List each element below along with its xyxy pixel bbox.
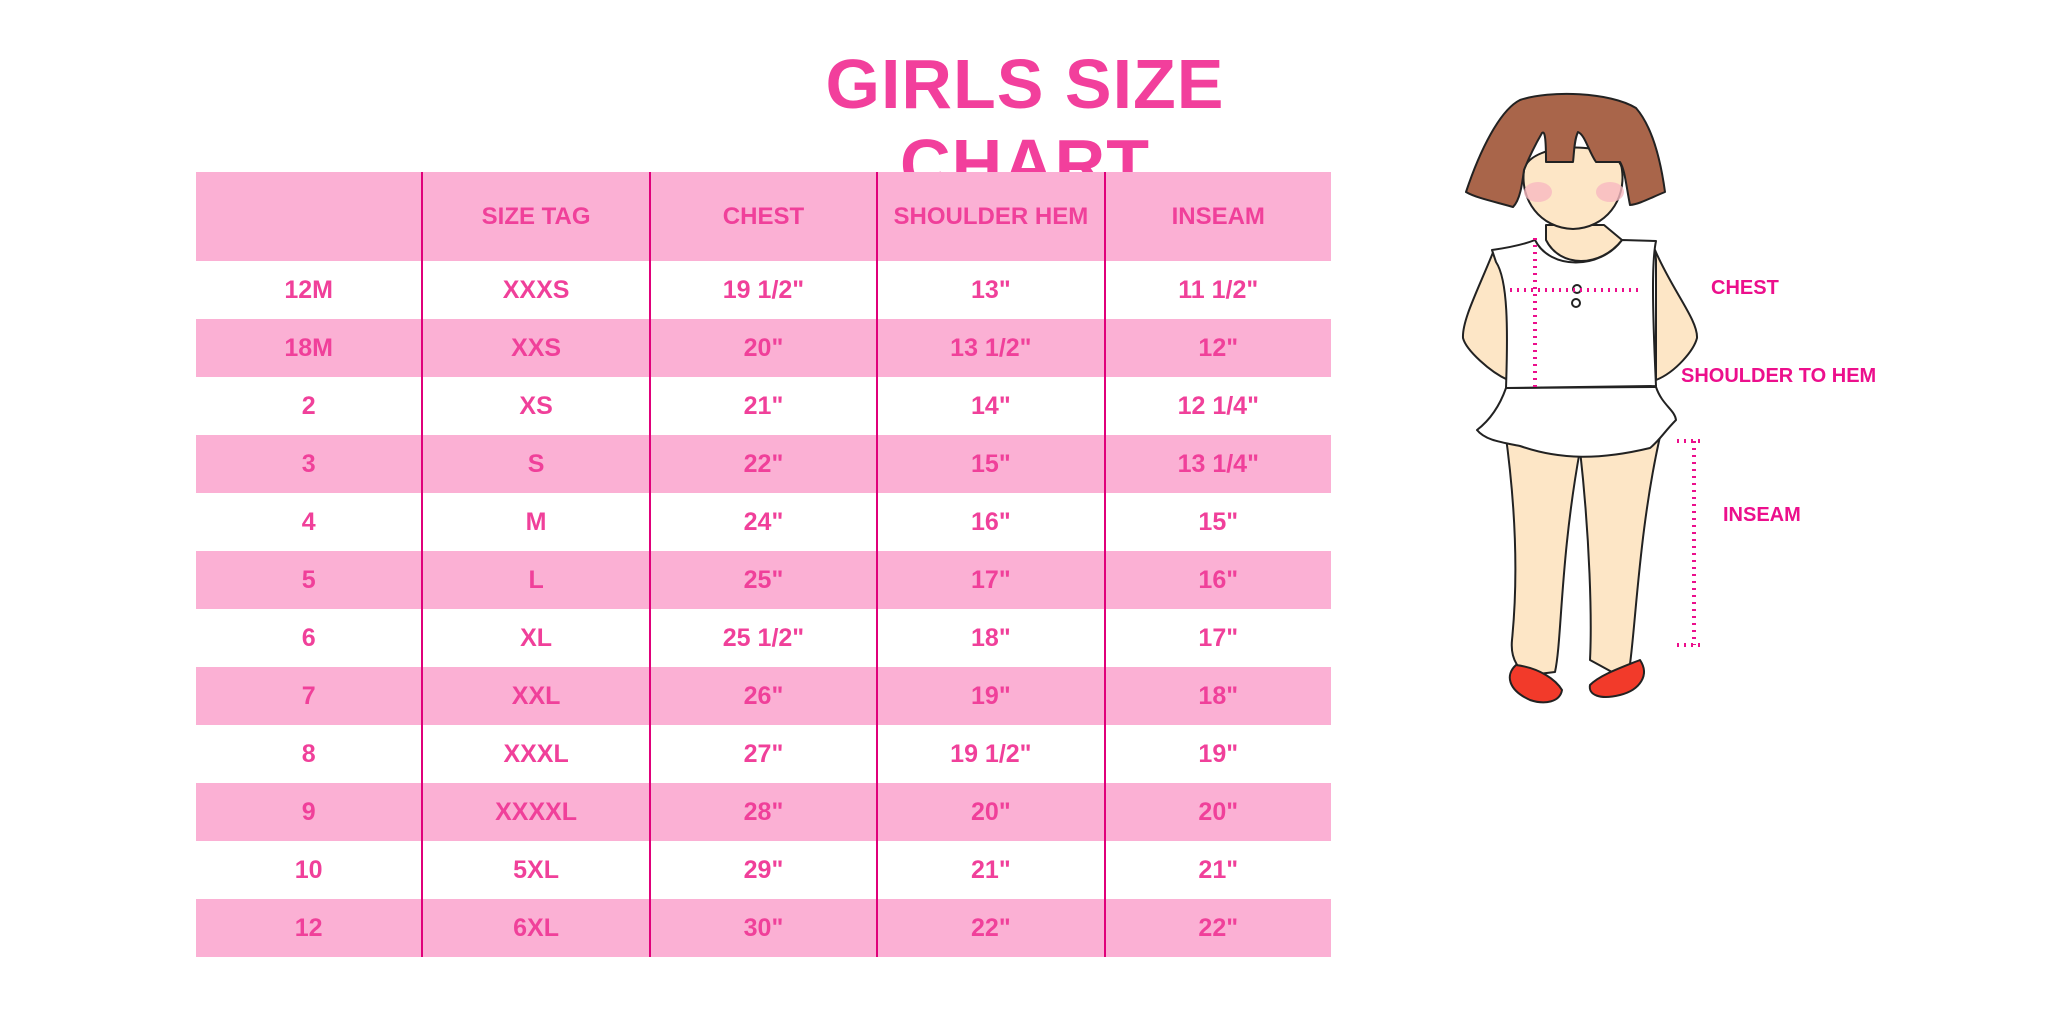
table-cell: 14" xyxy=(876,377,1105,435)
table-cell: 15" xyxy=(1103,493,1331,551)
table-row: 2 XS 21" 14" 12 1/4" xyxy=(196,377,1331,435)
column-header: CHEST xyxy=(648,172,878,261)
neck xyxy=(1545,224,1623,262)
table-cell: 13 1/2" xyxy=(876,319,1105,377)
table-cell: 18" xyxy=(1103,667,1331,725)
table-cell: 22" xyxy=(648,435,878,493)
table-cell: 13 1/4" xyxy=(1103,435,1331,493)
table-cell: 5 xyxy=(196,551,423,609)
column-header: INSEAM xyxy=(1103,172,1331,261)
table-cell: 20" xyxy=(1103,783,1331,841)
table-cell: 28" xyxy=(648,783,878,841)
table-cell: 16" xyxy=(876,493,1105,551)
table-row: 7 XXL 26" 19" 18" xyxy=(196,667,1331,725)
table-cell: S xyxy=(421,435,650,493)
table-cell: 18" xyxy=(876,609,1105,667)
column-header: SHOULDER HEM xyxy=(876,172,1105,261)
table-row: 3 S 22" 15" 13 1/4" xyxy=(196,435,1331,493)
shirt xyxy=(1491,239,1657,389)
table-cell: 5XL xyxy=(421,841,650,899)
chest-label: CHEST xyxy=(1711,277,1779,299)
table-row: 12 6XL 30" 22" 22" xyxy=(196,899,1331,957)
left-shoe xyxy=(1508,664,1563,704)
table-cell: 19" xyxy=(1103,725,1331,783)
table-cell: 11 1/2" xyxy=(1103,261,1331,319)
table-cell: 21" xyxy=(1103,841,1331,899)
table-cell: 12 xyxy=(196,899,423,957)
table-cell: XXS xyxy=(421,319,650,377)
table-cell: 3 xyxy=(196,435,423,493)
table-cell: 22" xyxy=(876,899,1105,957)
table-cell: 12" xyxy=(1103,319,1331,377)
table-row: 18M XXS 20" 13 1/2" 12" xyxy=(196,319,1331,377)
table-cell: 18M xyxy=(196,319,423,377)
table-row: 8 XXXL 27" 19 1/2" 19" xyxy=(196,725,1331,783)
table-cell: L xyxy=(421,551,650,609)
table-cell: 20" xyxy=(648,319,878,377)
table-cell: 10 xyxy=(294,855,323,884)
table-cell: 27" xyxy=(648,725,878,783)
table-cell: 19 1/2" xyxy=(876,725,1105,783)
right-arm xyxy=(1654,249,1699,381)
table-cell: 20" xyxy=(876,783,1105,841)
table-cell: 30" xyxy=(648,899,878,957)
table-cell: 7 xyxy=(196,667,423,725)
table-cell: XXXXL xyxy=(421,783,650,841)
table-row: 10 5XL 29" 21" 21" xyxy=(196,841,1331,899)
table-cell: 19 1/2" xyxy=(648,261,878,319)
table-row: 12M XXXS 19 1/2" 13" 11 1/2" xyxy=(196,261,1331,319)
table-cell: 19" xyxy=(876,667,1105,725)
table-cell: 13" xyxy=(876,261,1105,319)
table-cell: 2 xyxy=(301,391,316,420)
legs xyxy=(1504,427,1663,676)
size-chart-table: SIZE TAG CHEST SHOULDER HEM INSEAM 12M XXXS 1… xyxy=(196,172,1331,957)
table-cell: 24" xyxy=(648,493,878,551)
table-cell: XL xyxy=(421,609,650,667)
table-cell: 9 xyxy=(196,783,423,841)
table-cell: 16" xyxy=(1103,551,1331,609)
table-header-row: SIZE TAG CHEST SHOULDER HEM INSEAM xyxy=(196,172,1331,261)
table-cell: 29" xyxy=(648,841,878,899)
table-cell: XXXL xyxy=(421,725,650,783)
table-cell: 6XL xyxy=(421,899,650,957)
table-cell: 8 xyxy=(301,739,316,768)
table-cell: 22" xyxy=(1103,899,1331,957)
table-cell: 17" xyxy=(1103,609,1331,667)
page-title: GIRLS SIZE CHART xyxy=(825,45,1225,203)
table-cell: 6 xyxy=(301,623,316,652)
table-cell: 25" xyxy=(648,551,878,609)
left-arm xyxy=(1461,249,1509,381)
table-row: 9 XXXXL 28" 20" 20" xyxy=(196,783,1331,841)
column-header: SIZE TAG xyxy=(421,172,650,261)
inseam-label: INSEAM xyxy=(1723,504,1801,526)
table-cell: 4 xyxy=(301,507,316,536)
hair xyxy=(1465,92,1666,208)
table-row: 5 L 25" 17" 16" xyxy=(196,551,1331,609)
table-cell: 17" xyxy=(876,551,1105,609)
table-cell: 25 1/2" xyxy=(648,609,878,667)
right-shoe xyxy=(1588,659,1645,698)
table-cell: XS xyxy=(421,377,650,435)
table-cell: 21" xyxy=(876,841,1105,899)
column-header xyxy=(196,172,423,261)
table-cell: 21" xyxy=(648,377,878,435)
table-cell: 12M xyxy=(284,275,334,304)
table-cell: 26" xyxy=(648,667,878,725)
table-cell: XXXS xyxy=(421,261,650,319)
table-cell: M xyxy=(421,493,650,551)
skirt xyxy=(1476,386,1677,458)
table-cell: 12 1/4" xyxy=(1103,377,1331,435)
table-cell: 15" xyxy=(876,435,1105,493)
table-row: 4 M 24" 16" 15" xyxy=(196,493,1331,551)
table-row: 6 XL 25 1/2" 18" 17" xyxy=(196,609,1331,667)
table-cell: XXL xyxy=(421,667,650,725)
shoulder-to-hem-label: SHOULDER TO HEM xyxy=(1681,365,1877,387)
